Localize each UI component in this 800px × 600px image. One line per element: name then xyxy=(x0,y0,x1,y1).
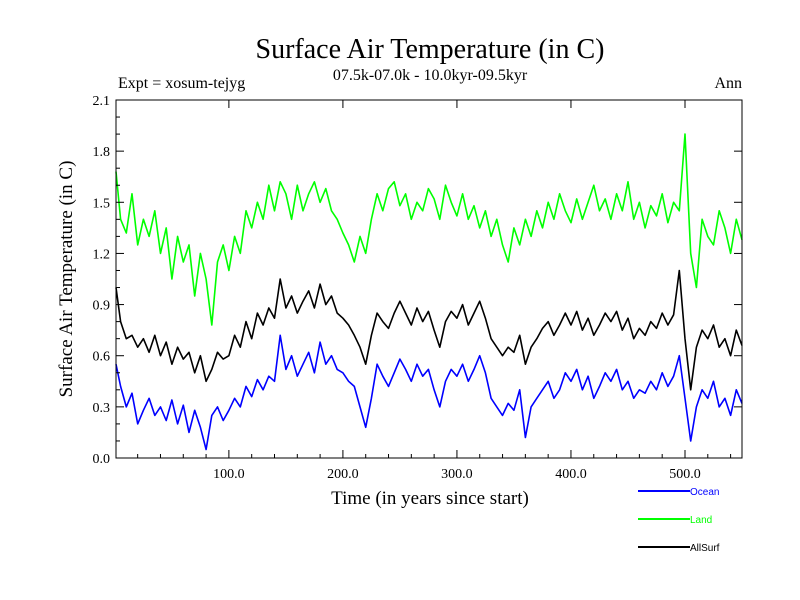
legend-label-allsurf: AllSurf xyxy=(690,543,720,554)
y-tick-label: 2.1 xyxy=(93,94,111,109)
x-tick-label: 300.0 xyxy=(441,467,473,482)
y-tick-label: 0.0 xyxy=(93,452,111,467)
series-line-ocean xyxy=(115,334,743,451)
x-tick-label: 500.0 xyxy=(669,467,701,482)
x-axis-label: Time (in years since start) xyxy=(331,488,529,509)
axes: 0.0 0.3 0.6 0.9 1.2 1.5 1.8 2.1 100.0 200.0 300.0 4… xyxy=(93,94,742,482)
series-line-land xyxy=(115,133,743,326)
x-tick-label: 400.0 xyxy=(555,467,587,482)
legend-label-land: Land xyxy=(690,515,712,526)
x-tick-label: 100.0 xyxy=(213,467,245,482)
series-line-allsurf xyxy=(115,269,743,391)
legend: Ocean Land AllSurf xyxy=(638,487,720,554)
y-tick-label: 0.6 xyxy=(93,350,111,365)
x-tick-label: 200.0 xyxy=(327,467,359,482)
y-tick-label: 1.2 xyxy=(93,247,111,262)
y-tick-label: 1.8 xyxy=(93,145,111,160)
y-tick-label: 0.9 xyxy=(93,299,111,314)
legend-label-ocean: Ocean xyxy=(690,487,719,498)
plot-frame xyxy=(115,99,743,459)
y-axis-label: Surface Air Temperature (in C) xyxy=(56,161,77,398)
y-tick-label: 0.3 xyxy=(93,401,111,416)
series-layer xyxy=(115,133,743,451)
chart-title: Surface Air Temperature (in C) xyxy=(256,34,605,65)
chart-subtitle: 07.5k-07.0k - 10.0kyr-09.5kyr xyxy=(333,67,528,84)
expt-label: Expt = xosum-tejyg xyxy=(118,75,245,92)
y-tick-label: 1.5 xyxy=(93,196,111,211)
period-label: Ann xyxy=(714,75,742,92)
